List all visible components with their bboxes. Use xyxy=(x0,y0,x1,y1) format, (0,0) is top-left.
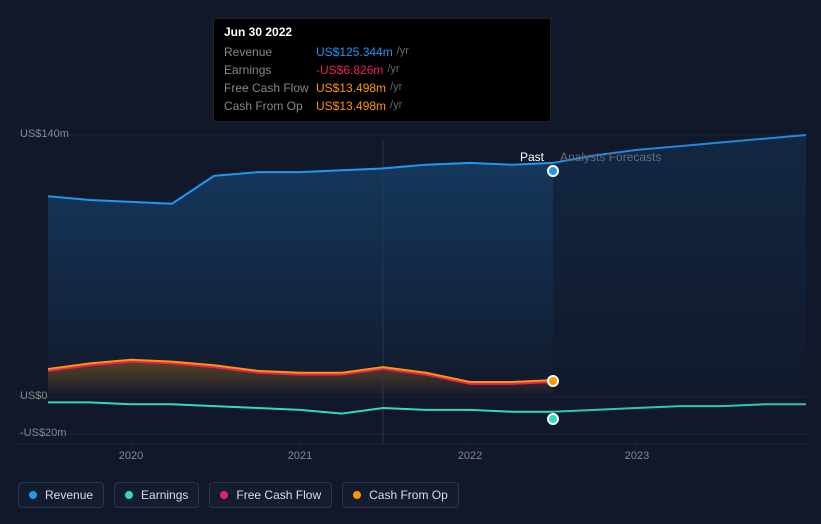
legend-dot xyxy=(125,491,133,499)
legend-label: Cash From Op xyxy=(369,488,448,502)
section-label-forecast: Analysts Forecasts xyxy=(560,150,661,164)
tooltip-label: Free Cash Flow xyxy=(224,81,316,95)
legend-item[interactable]: Cash From Op xyxy=(342,482,459,508)
yaxis-tick-label: -US$20m xyxy=(20,427,66,439)
xaxis-tick-label: 2020 xyxy=(119,450,143,462)
tooltip-date: Jun 30 2022 xyxy=(224,25,540,43)
tooltip-row: Cash From OpUS$13.498m/yr xyxy=(224,97,540,115)
legend-label: Earnings xyxy=(141,488,188,502)
legend-dot xyxy=(220,491,228,499)
xaxis-tick-label: 2022 xyxy=(458,450,482,462)
tooltip-label: Cash From Op xyxy=(224,99,316,113)
xaxis-tick-label: 2021 xyxy=(288,450,312,462)
tooltip-suffix: /yr xyxy=(390,99,402,113)
section-label-past: Past xyxy=(520,150,544,164)
yaxis-tick-label: US$0 xyxy=(20,390,48,402)
legend-item[interactable]: Earnings xyxy=(114,482,199,508)
tooltip-suffix: /yr xyxy=(397,45,409,59)
tooltip-row: Free Cash FlowUS$13.498m/yr xyxy=(224,79,540,97)
legend-item[interactable]: Free Cash Flow xyxy=(209,482,332,508)
tooltip-row: RevenueUS$125.344m/yr xyxy=(224,43,540,61)
legend: Revenue Earnings Free Cash Flow Cash From O… xyxy=(18,482,459,508)
legend-item[interactable]: Revenue xyxy=(18,482,104,508)
legend-label: Revenue xyxy=(45,488,93,502)
tooltip-value: -US$6.826m xyxy=(316,63,383,77)
tooltip-value: US$13.498m xyxy=(316,81,386,95)
legend-dot xyxy=(353,491,361,499)
tooltip-row: Earnings-US$6.826m/yr xyxy=(224,61,540,79)
tooltip-suffix: /yr xyxy=(390,81,402,95)
tooltip-suffix: /yr xyxy=(387,63,399,77)
yaxis-tick-label: US$140m xyxy=(20,128,69,140)
xaxis-tick-label: 2023 xyxy=(625,450,649,462)
tooltip-box: Jun 30 2022 RevenueUS$125.344m/yrEarning… xyxy=(213,18,551,122)
legend-dot xyxy=(29,491,37,499)
tooltip-label: Revenue xyxy=(224,45,316,59)
tooltip-value: US$13.498m xyxy=(316,99,386,113)
tooltip-label: Earnings xyxy=(224,63,316,77)
tooltip-value: US$125.344m xyxy=(316,45,393,59)
legend-label: Free Cash Flow xyxy=(236,488,321,502)
